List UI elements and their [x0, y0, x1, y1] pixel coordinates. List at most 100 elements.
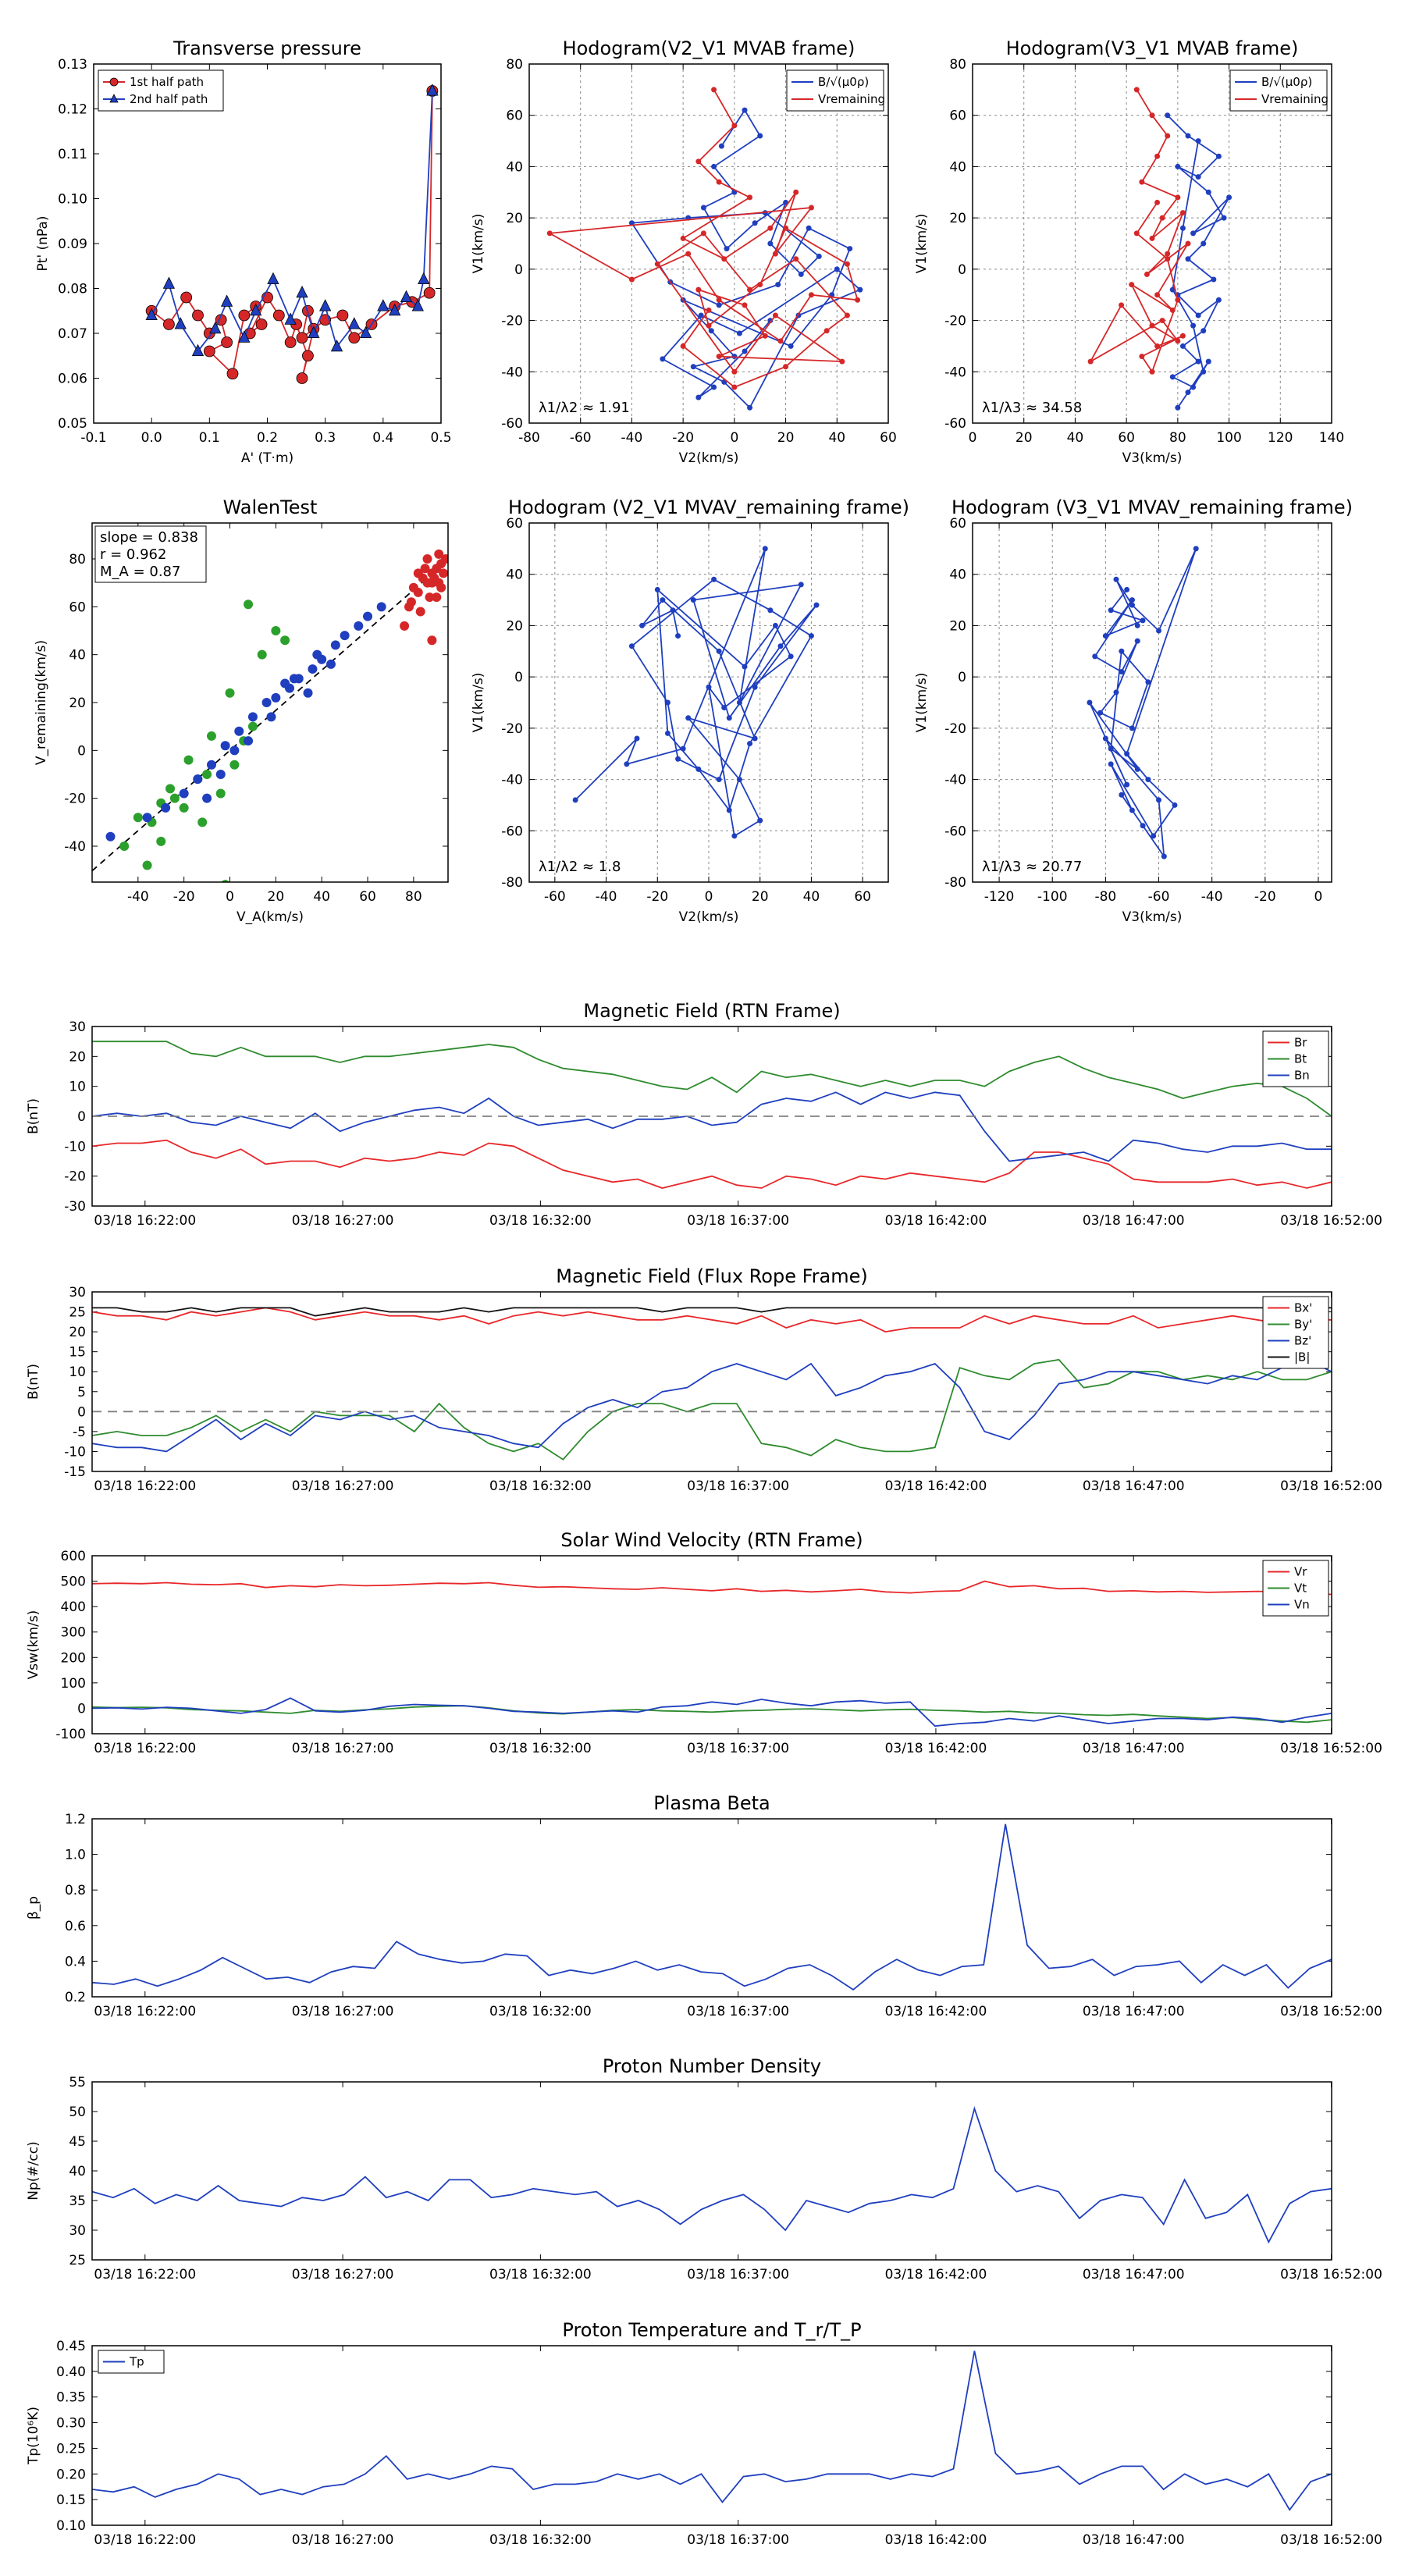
data-point: [685, 251, 692, 257]
data-point: [1175, 297, 1181, 303]
legend-label: Bn: [1294, 1069, 1310, 1083]
data-point: [1175, 163, 1181, 169]
y-tick-label: -15: [64, 1464, 86, 1480]
x-tick-label: 03/18 16:22:00: [94, 2004, 196, 2019]
y-tick-label: -40: [944, 773, 966, 788]
legend-label: Vremaining: [818, 92, 885, 106]
data-point: [247, 721, 258, 731]
x-tick-label: 03/18 16:27:00: [292, 2004, 394, 2019]
series-line-Bz': [92, 1358, 1332, 1453]
x-tick-label: 03/18 16:52:00: [1280, 2532, 1382, 2548]
data-point: [1129, 282, 1135, 288]
data-point: [1139, 179, 1145, 185]
x-tick-label: -20: [173, 889, 195, 905]
data-point: [680, 235, 686, 241]
data-point: [1102, 735, 1108, 742]
y-tick-label: 0.06: [58, 372, 87, 387]
y-tick-label: 30: [69, 2223, 86, 2239]
series-line: [1088, 89, 1189, 374]
data-point: [736, 777, 742, 783]
data-point: [1129, 725, 1135, 731]
chart-title: Hodogram (V2_V1 MVAV_remaining frame): [508, 496, 909, 518]
x-axis-label: V2(km/s): [679, 909, 739, 925]
data-point: [767, 607, 774, 614]
plot-frame: [528, 522, 889, 883]
data-point: [752, 220, 758, 226]
y-tick-label: 80: [506, 57, 523, 73]
data-point: [1151, 833, 1157, 839]
data-point: [767, 240, 774, 247]
data-point: [731, 384, 738, 390]
x-tick-label: 03/18 16:22:00: [94, 2532, 196, 2548]
y-tick-label: 0.4: [65, 1954, 86, 1969]
data-point: [808, 205, 814, 211]
annotation-line: M_A = 0.87: [100, 564, 180, 580]
data-point: [193, 774, 203, 785]
data-point: [747, 404, 753, 411]
y-tick-label: -20: [501, 314, 523, 329]
legend-box: [786, 69, 884, 112]
series-line: [1167, 115, 1230, 408]
data-point: [209, 321, 222, 334]
x-tick-label: 03/18 16:47:00: [1083, 1478, 1185, 1494]
data-point: [303, 688, 313, 698]
data-point: [695, 766, 702, 772]
x-tick-label: 03/18 16:52:00: [1280, 2004, 1382, 2019]
y-tick-label: 20: [506, 618, 523, 634]
data-point: [271, 692, 281, 703]
data-point: [1119, 669, 1125, 675]
x-tick-label: 03/18 16:22:00: [94, 1741, 196, 1756]
data-point: [183, 755, 194, 765]
chart-title: Proton Temperature and T_r/T_P: [562, 2319, 861, 2341]
data-point: [767, 318, 774, 324]
x-tick-label: 03/18 16:42:00: [885, 1213, 987, 1229]
x-axis-label: V_A(km/s): [237, 909, 304, 925]
series-line-Np: [92, 2106, 1332, 2244]
data-point: [1190, 384, 1197, 390]
data-point: [1226, 194, 1232, 201]
data-point: [280, 678, 290, 688]
y-tick-label: 0.08: [58, 282, 87, 297]
plot-frame: [91, 1026, 1332, 1207]
data-point: [1165, 256, 1171, 262]
data-point: [330, 339, 343, 352]
data-point: [839, 358, 845, 365]
data-point: [359, 326, 372, 338]
series-line-beta: [92, 1823, 1332, 1991]
x-tick-label: 0.0: [141, 430, 162, 446]
data-point: [757, 282, 763, 288]
data-point: [675, 633, 681, 639]
data-point: [772, 251, 778, 257]
data-point: [1185, 390, 1191, 396]
series-line-Vr: [92, 1580, 1332, 1596]
legend-label: B/√(μ0ρ): [818, 75, 869, 89]
y-axis-label: V1(km/s): [471, 214, 486, 274]
chart-title: Transverse pressure: [173, 37, 361, 59]
x-tick-label: 0: [730, 430, 738, 446]
data-point: [654, 586, 660, 592]
legend-label: |B|: [1294, 1350, 1310, 1364]
plot-area: [92, 2350, 1332, 2511]
data-point: [234, 726, 244, 736]
x-tick-label: 40: [828, 430, 845, 446]
data-point: [1169, 374, 1176, 380]
y-tick-label: -30: [64, 1199, 86, 1215]
data-point: [808, 292, 814, 298]
x-tick-label: 03/18 16:37:00: [687, 1478, 789, 1494]
data-point: [229, 760, 240, 770]
data-point: [284, 336, 297, 348]
y-tick-label: 0.30: [56, 2416, 86, 2432]
data-point: [721, 705, 727, 711]
y-tick-label: 60: [949, 109, 966, 124]
data-point: [415, 607, 425, 617]
y-tick-label: 40: [949, 568, 966, 583]
x-tick-label: 0.3: [315, 430, 336, 446]
data-point: [296, 372, 308, 384]
data-point: [675, 756, 681, 762]
x-tick-label: -120: [984, 889, 1015, 905]
y-axis-label: B(nT): [26, 1364, 41, 1400]
legend-label: Vn: [1294, 1598, 1310, 1612]
data-point: [192, 309, 204, 322]
y-axis-label: V1(km/s): [914, 214, 930, 274]
data-point: [1195, 312, 1201, 318]
